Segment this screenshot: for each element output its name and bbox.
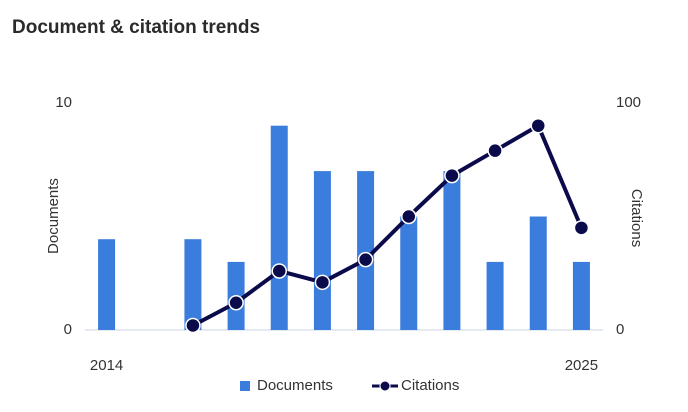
- legend-swatch: [240, 381, 250, 391]
- line-marker: [185, 317, 201, 334]
- line-marker: [401, 208, 417, 225]
- y2-tick-label: 100: [616, 94, 641, 111]
- bar: [313, 171, 331, 330]
- bar: [357, 171, 375, 330]
- line-marker: [271, 263, 287, 279]
- line-marker: [314, 274, 331, 291]
- line-marker: [487, 142, 503, 159]
- bar: [443, 171, 461, 330]
- bar: [400, 216, 418, 330]
- bar: [184, 239, 202, 330]
- x-tick-label: 2025: [565, 357, 598, 374]
- bar: [98, 239, 116, 330]
- y-tick-label: 10: [55, 94, 72, 111]
- line-marker: [573, 220, 590, 236]
- bar: [572, 261, 590, 330]
- bar: [270, 125, 288, 330]
- y2-axis-label: Citations: [628, 189, 645, 247]
- y-axis-label: Documents: [45, 178, 62, 254]
- line-marker: [357, 251, 374, 268]
- legend-marker: [379, 380, 391, 392]
- y-tick-label: 0: [64, 321, 72, 338]
- bar: [529, 216, 547, 330]
- x-tick-label: 2014: [90, 357, 123, 374]
- legend-label: Documents: [257, 377, 333, 394]
- line-marker: [228, 295, 244, 311]
- line-marker: [530, 117, 546, 134]
- bar: [486, 261, 504, 330]
- chart-title: Document & citation trends: [12, 17, 260, 38]
- legend-label: Citations: [401, 377, 459, 394]
- line-marker: [444, 167, 460, 184]
- y2-tick-label: 0: [616, 321, 624, 338]
- line: [191, 123, 584, 328]
